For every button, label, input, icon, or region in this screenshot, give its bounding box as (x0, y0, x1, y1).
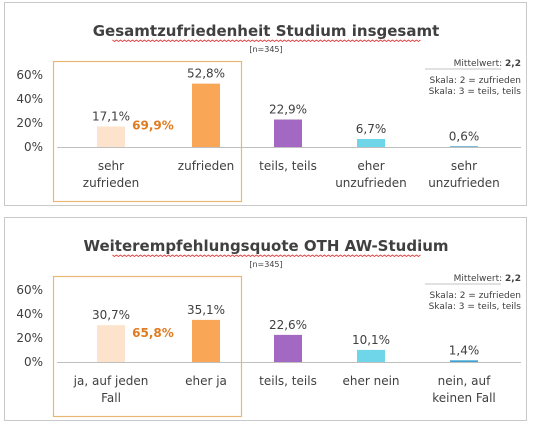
bar (357, 349, 385, 362)
bar (192, 319, 220, 362)
mean-label-text: Mittelwert: (454, 59, 505, 69)
highlight-box (52, 275, 243, 418)
y-tick-label: 0% (24, 140, 43, 154)
chart-recommendation: Weiterempfehlungsquote OTH AW-Studium [n=… (16, 237, 522, 418)
chart-panel-recommendation: Weiterempfehlungsquote OTH AW-Studium [n=… (4, 217, 527, 421)
bar (357, 138, 385, 147)
category-label: zufrieden (178, 159, 234, 173)
scale-note: Skala: 2 = zufrieden (430, 291, 521, 301)
spellcheck-underline (112, 254, 421, 257)
bar (450, 146, 478, 147)
category-label: ja, auf jeden (73, 374, 149, 388)
y-tick-label: 60% (16, 283, 43, 297)
chart-title: Gesamtzufriedenheit Studium insgesamt (93, 22, 440, 40)
category-label: unzufrieden (428, 176, 500, 190)
category-label: Fall (101, 391, 121, 405)
data-label: 35,1% (187, 303, 225, 317)
category-label: sehr (451, 159, 477, 173)
chart-satisfaction: Gesamtzufriedenheit Studium insgesamt [n=… (16, 22, 522, 203)
y-tick-label: 40% (16, 307, 43, 321)
combined-value-label: 69,9% (132, 118, 174, 132)
data-label: 10,1% (352, 333, 390, 347)
mean-value: 2,2 (505, 59, 521, 69)
data-label: 17,1% (92, 109, 130, 123)
data-label: 30,7% (92, 308, 130, 322)
data-label: 22,6% (269, 318, 307, 332)
data-label: 52,8% (187, 67, 225, 81)
bar (274, 334, 302, 362)
y-tick-label: 0% (24, 355, 43, 369)
category-label: eher ja (185, 374, 227, 388)
chart-title: Weiterempfehlungsquote OTH AW-Studium (83, 237, 448, 255)
chart-subtitle: [n=345] (249, 45, 282, 54)
data-label: 6,7% (356, 122, 387, 136)
category-label: eher nein (342, 374, 399, 388)
mean-label-text: Mittelwert: (454, 274, 505, 284)
category-label: zufrieden (83, 176, 139, 190)
y-tick-label: 60% (16, 68, 43, 82)
bar (450, 360, 478, 362)
scale-note: Skala: 2 = zufrieden (430, 76, 521, 86)
spellcheck-underline (112, 39, 421, 42)
mean-label: Mittelwert: 2,2 (454, 274, 521, 284)
scale-note: Skala: 3 = teils, teils (429, 87, 522, 97)
category-label: teils, teils (259, 159, 317, 173)
category-label: nein, auf (438, 374, 492, 388)
data-label: 1,4% (449, 343, 480, 357)
combined-value-label: 65,8% (132, 326, 174, 340)
bar (97, 325, 125, 362)
bar (274, 119, 302, 147)
data-label: 0,6% (449, 129, 480, 143)
y-tick-label: 40% (16, 92, 43, 106)
data-label: 22,9% (269, 103, 307, 117)
category-label: teils, teils (259, 374, 317, 388)
scale-note: Skala: 3 = teils, teils (429, 302, 522, 312)
category-label: sehr (98, 159, 124, 173)
y-tick-label: 20% (16, 331, 43, 345)
bar (97, 126, 125, 147)
bar (192, 83, 220, 147)
mean-value: 2,2 (505, 274, 521, 284)
mean-label: Mittelwert: 2,2 (454, 59, 521, 69)
category-label: unzufrieden (335, 176, 407, 190)
category-label: keinen Fall (432, 391, 495, 405)
y-tick-label: 20% (16, 116, 43, 130)
highlight-box (52, 60, 243, 203)
category-label: eher (357, 159, 384, 173)
chart-panel-satisfaction: Gesamtzufriedenheit Studium insgesamt [n=… (4, 2, 527, 206)
chart-subtitle: [n=345] (249, 260, 282, 269)
